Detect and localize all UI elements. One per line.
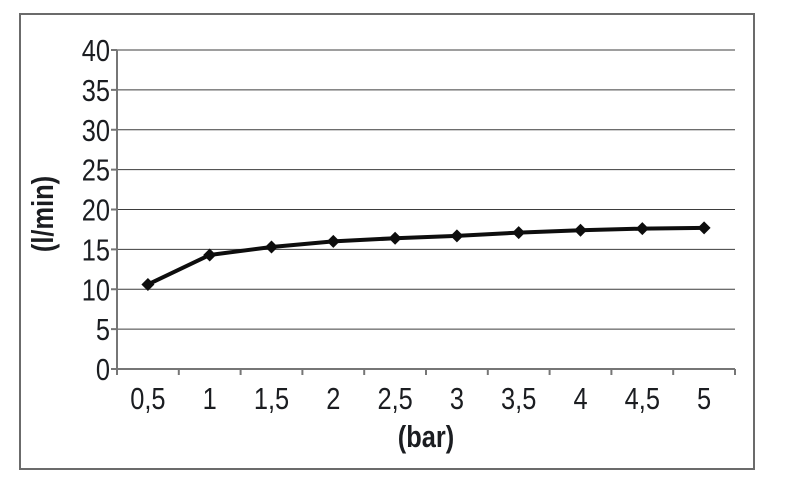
chart-frame [19, 13, 755, 470]
x-tick-label: 4 [573, 382, 587, 417]
x-tick-label: 3,5 [501, 382, 536, 417]
x-tick-label: 1 [203, 382, 217, 417]
gridlines [117, 49, 735, 330]
y-tick-label: 35 [82, 74, 110, 109]
series-layer [141, 221, 711, 291]
y-tick-label: 25 [82, 153, 110, 188]
x-tick-label: 3 [450, 382, 464, 417]
y-tick-label: 5 [96, 313, 110, 348]
tick-labels: 0 5 10 15 20 25 30 35 40 0,5 1 1,5 2 2,5 3 3,5 4 4,5 5 [82, 34, 711, 417]
data-point-marker [697, 221, 711, 235]
y-tick-label: 40 [82, 34, 110, 69]
y-tick-label: 20 [82, 193, 110, 228]
x-tick-label: 5 [697, 382, 711, 417]
axes [111, 49, 736, 375]
y-axis-title: (l/min) [26, 176, 61, 252]
data-point-marker [265, 240, 278, 254]
series-line [147, 225, 705, 287]
data-point-marker [141, 277, 155, 291]
x-tick-label: 4,5 [625, 382, 660, 417]
data-point-marker [388, 231, 402, 245]
x-tick-label: 0,5 [130, 382, 165, 417]
data-point-marker [574, 223, 587, 237]
chart-border [19, 13, 755, 470]
data-point-marker [203, 248, 217, 262]
data-point-marker [326, 234, 340, 248]
y-tick-label: 0 [96, 353, 110, 388]
x-tick-label: 2 [326, 382, 340, 417]
y-tick-label: 10 [82, 273, 110, 308]
y-tick-label: 30 [82, 113, 110, 148]
data-point-marker [450, 229, 464, 243]
x-axis-title: (bar) [398, 420, 454, 455]
x-tick-label: 1,5 [254, 382, 289, 417]
data-point-marker [635, 222, 649, 236]
x-tick-label: 2,5 [377, 382, 412, 417]
data-point-marker [512, 226, 526, 240]
y-tick-label: 15 [82, 233, 110, 268]
